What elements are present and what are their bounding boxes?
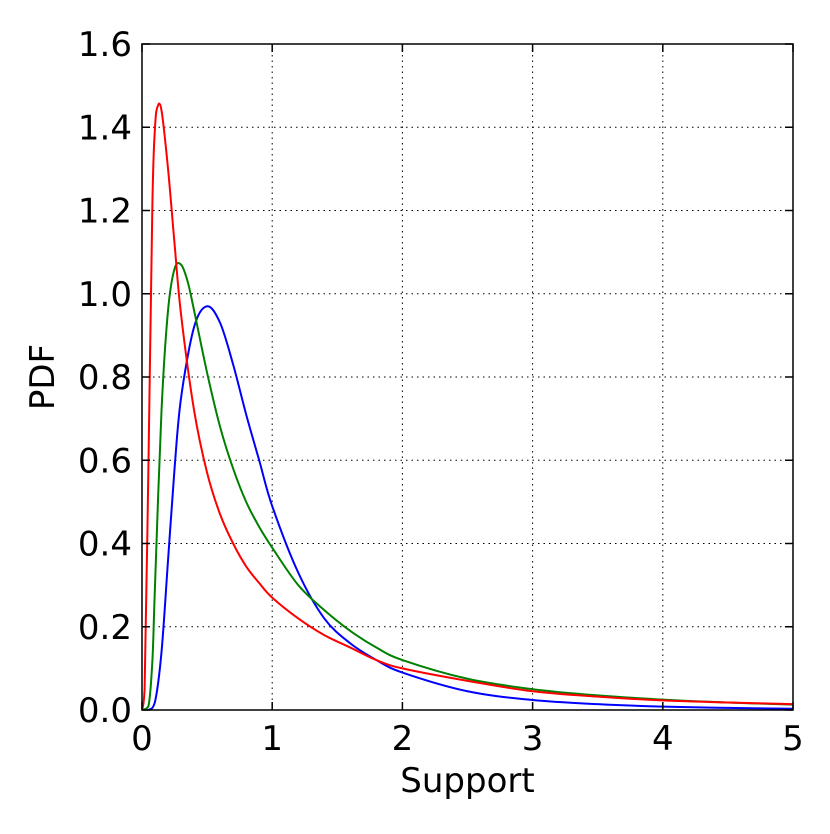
x-tick-label: 3 [522, 719, 544, 759]
x-tick-label: 2 [392, 719, 414, 759]
y-tick-label: 0.4 [78, 525, 132, 565]
y-tick-label: 1.6 [78, 25, 132, 65]
x-tick-label: 1 [261, 719, 283, 759]
x-tick-label: 0 [131, 719, 153, 759]
x-tick-label: 5 [782, 719, 804, 759]
tick-labels: 0 1 2 3 4 5 0.0 0.2 0.4 0.6 0.8 1.0 1.2 1.4 1.6 [78, 25, 804, 759]
axis-ticks [141, 43, 794, 711]
y-tick-label: 1.2 [78, 192, 132, 232]
x-tick-label: 4 [652, 719, 674, 759]
y-tick-label: 1.4 [78, 108, 132, 148]
y-tick-label: 0.0 [78, 691, 132, 731]
y-tick-label: 0.6 [78, 441, 132, 481]
y-axis-label: PDF [23, 344, 63, 410]
series-lines [142, 102, 793, 710]
grid-lines [142, 44, 793, 710]
series-line-1 [142, 262, 793, 710]
x-axis-label: Support [400, 761, 534, 801]
series-line-0 [142, 305, 793, 710]
y-tick-label: 1.0 [78, 275, 132, 315]
y-tick-label: 0.2 [78, 608, 132, 648]
y-tick-label: 0.8 [78, 358, 132, 398]
series-line-2 [142, 102, 793, 710]
